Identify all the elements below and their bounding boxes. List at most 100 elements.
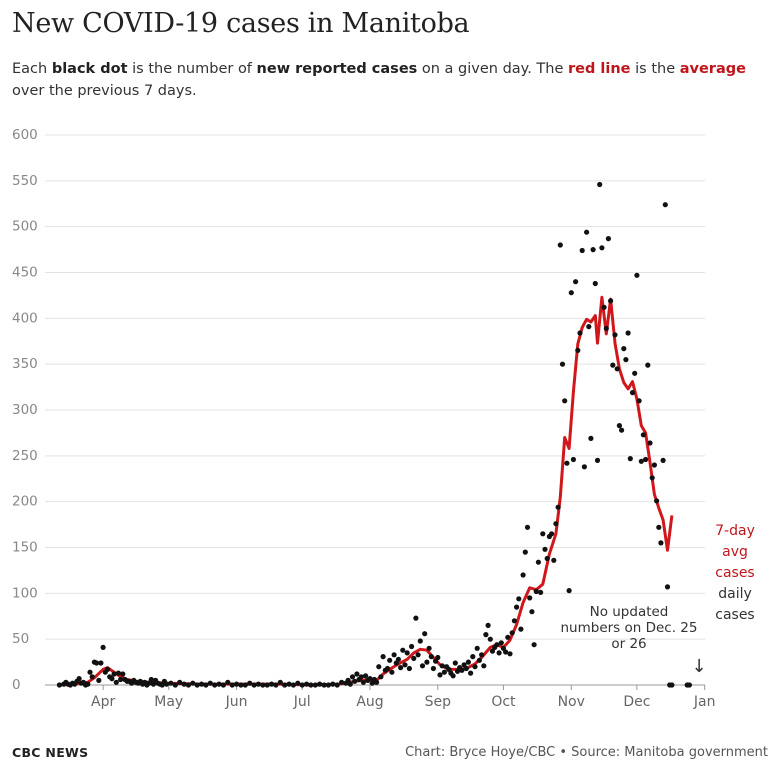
daily-dot	[225, 679, 231, 685]
daily-dot	[562, 398, 568, 404]
daily-dot	[120, 671, 126, 677]
daily-dot	[570, 456, 577, 463]
daily-dot	[234, 681, 240, 687]
down-arrow-icon: ↓	[691, 656, 706, 677]
daily-dot	[592, 280, 598, 287]
daily-dot	[619, 427, 625, 433]
daily-dot	[352, 678, 358, 684]
daily-dot	[494, 642, 500, 648]
annotation-layer: No updated numbers on Dec. 25 or 26 ↓ 7-…	[560, 523, 754, 677]
daily-dot	[406, 665, 412, 672]
footer-credit: Chart: Bryce Hoye/CBC • Source: Manitoba…	[405, 745, 768, 760]
daily-dot	[483, 632, 489, 638]
daily-dot	[277, 679, 283, 685]
daily-dot	[321, 682, 327, 688]
y-tick-label: 400	[12, 310, 38, 326]
daily-dot	[614, 366, 620, 372]
daily-dot	[588, 435, 594, 441]
daily-dot	[269, 681, 275, 687]
daily-dot	[391, 652, 397, 658]
daily-dots-layer	[56, 181, 693, 688]
daily-dot	[559, 361, 566, 367]
daily-dot	[645, 362, 651, 368]
grid-lines	[45, 134, 705, 686]
daily-dot	[610, 362, 616, 368]
daily-dot	[636, 398, 642, 404]
daily-dot	[360, 679, 366, 685]
daily-dot	[113, 679, 119, 685]
daily-dot	[553, 521, 559, 527]
daily-dot	[686, 682, 693, 688]
daily-dot	[354, 671, 360, 677]
daily-dot	[459, 667, 465, 673]
subtitle-text-3: on a given day. The	[417, 61, 568, 77]
daily-dot	[247, 680, 253, 686]
y-tick-label: 250	[12, 448, 38, 464]
daily-dot	[586, 324, 592, 330]
daily-dot	[551, 557, 557, 563]
daily-dot	[358, 674, 364, 680]
daily-dot	[181, 681, 187, 687]
daily-dot	[109, 676, 115, 682]
daily-dot	[487, 636, 493, 642]
x-tick-label: Jun	[225, 694, 248, 710]
daily-dot	[330, 681, 336, 687]
daily-dot	[472, 664, 478, 670]
daily-dot	[168, 680, 174, 686]
y-axis-ticks: 0 50 100 150 200 250 300 350 400 450 500 550 600	[12, 127, 38, 693]
daily-dot	[290, 682, 296, 688]
daily-dot	[334, 682, 340, 688]
daily-dot	[367, 676, 373, 682]
daily-dot	[424, 659, 430, 665]
daily-dot	[439, 663, 445, 669]
daily-dot	[549, 531, 555, 537]
daily-dot	[415, 652, 421, 658]
daily-dot	[465, 659, 471, 665]
daily-dot	[579, 247, 585, 254]
daily-dot	[56, 682, 63, 688]
subtitle-text-5: over the previous 7 days.	[12, 83, 197, 99]
daily-dot	[216, 681, 222, 687]
daily-dot	[597, 181, 603, 188]
daily-dot	[400, 647, 406, 653]
x-tick-label: Aug	[356, 694, 383, 710]
daily-dot	[100, 644, 106, 651]
daily-dot	[623, 357, 629, 363]
daily-dot	[638, 458, 644, 464]
subtitle-text-2: is the number of	[127, 61, 257, 77]
legend-daily-line-2: cases	[715, 607, 754, 623]
daily-dot	[621, 346, 627, 352]
daily-dot	[496, 650, 502, 656]
daily-dot	[238, 682, 244, 688]
daily-dot	[282, 682, 288, 688]
daily-dot	[251, 682, 257, 688]
y-tick-label: 150	[12, 540, 38, 556]
daily-dot	[384, 665, 391, 672]
daily-dot	[564, 460, 570, 466]
daily-dot	[374, 679, 380, 685]
daily-dot	[555, 504, 561, 510]
daily-dot	[260, 682, 266, 688]
daily-dot	[450, 673, 456, 679]
daily-dot	[312, 682, 318, 688]
daily-dot	[411, 655, 417, 662]
daily-dot	[194, 682, 200, 688]
daily-dot	[148, 676, 154, 683]
daily-dot	[632, 370, 638, 376]
daily-dot	[380, 654, 386, 660]
annotation-line-3: or 26	[611, 636, 646, 652]
daily-dot	[452, 660, 458, 666]
daily-dot	[413, 615, 419, 621]
daily-dot	[608, 298, 614, 304]
daily-dot	[87, 669, 93, 675]
daily-dot	[463, 665, 469, 672]
daily-dot	[627, 456, 633, 462]
daily-dot	[426, 645, 432, 651]
daily-dot	[98, 660, 104, 666]
subtitle-text-1: Each	[12, 61, 52, 77]
x-tick-label: Dec	[623, 694, 650, 710]
daily-dot	[535, 559, 542, 565]
y-tick-label: 100	[12, 585, 38, 601]
daily-dot	[264, 682, 270, 688]
